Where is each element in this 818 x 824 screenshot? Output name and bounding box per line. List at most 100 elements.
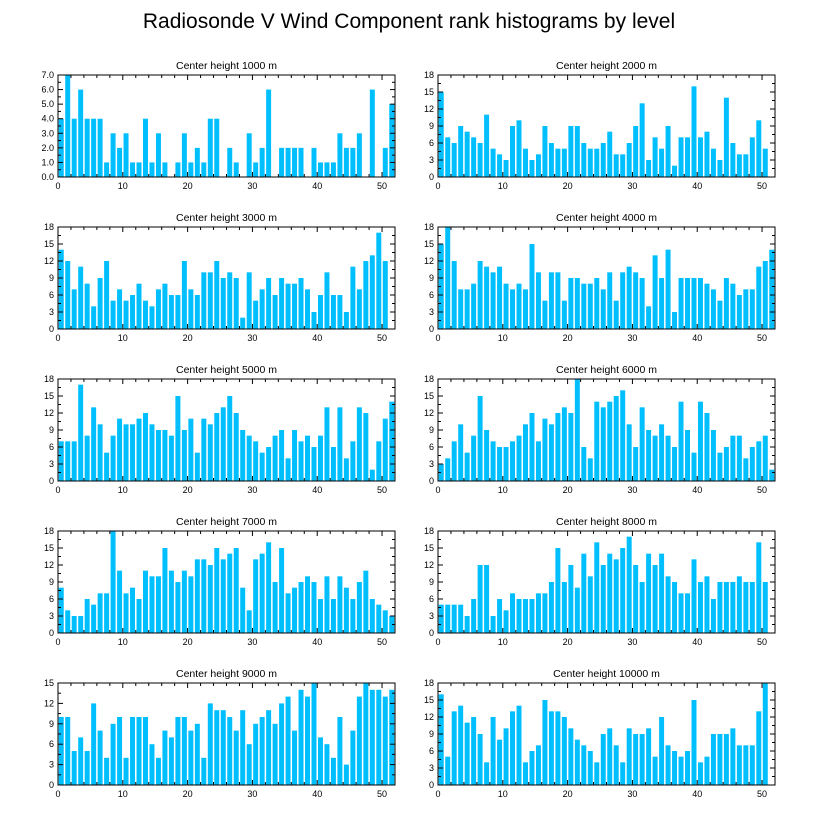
- histogram-bar: [639, 407, 645, 481]
- panel-title: Center height 8000 m: [556, 516, 657, 528]
- histogram-bar: [162, 283, 168, 329]
- histogram-bar: [181, 133, 187, 177]
- histogram-bar: [723, 278, 729, 329]
- histogram-bar: [356, 407, 362, 481]
- histogram-bar: [516, 435, 522, 481]
- histogram-bar: [510, 593, 516, 633]
- histogram-bar: [188, 730, 194, 785]
- histogram-bar: [510, 441, 516, 481]
- x-tick-label: 0: [435, 485, 440, 495]
- histogram-bar: [175, 162, 181, 177]
- histogram-bar: [691, 278, 697, 329]
- histogram-bar: [220, 278, 226, 329]
- histogram-bar: [175, 717, 181, 785]
- histogram-bar: [337, 717, 343, 785]
- histogram-bar: [561, 582, 567, 633]
- y-tick-label: 0: [429, 476, 434, 486]
- histogram-bar: [181, 570, 187, 633]
- histogram-bar: [587, 148, 593, 177]
- histogram-bar: [65, 717, 71, 785]
- histogram-bar: [704, 756, 710, 785]
- y-tick-label: 0: [49, 628, 54, 638]
- histogram-bar: [581, 745, 587, 785]
- x-tick-label: 0: [435, 637, 440, 647]
- x-tick-label: 0: [435, 181, 440, 191]
- histogram-bar: [445, 756, 451, 785]
- histogram-bar: [542, 593, 548, 633]
- histogram-bar: [535, 272, 541, 329]
- y-tick-label: 6: [429, 290, 434, 300]
- histogram-bar: [535, 593, 541, 633]
- histogram-bar: [305, 576, 310, 633]
- histogram-bar: [246, 272, 252, 329]
- histogram-bar: [678, 756, 684, 785]
- histogram-bar: [471, 137, 477, 177]
- histogram-bar: [445, 137, 451, 177]
- histogram-bar: [594, 401, 600, 481]
- histogram-bar: [561, 148, 567, 177]
- histogram-bar: [568, 278, 574, 329]
- histogram-bar: [471, 599, 477, 633]
- y-tick-label: 12: [424, 712, 434, 722]
- x-tick-label: 10: [498, 637, 508, 647]
- histogram-bar: [652, 565, 658, 633]
- panel-title: Center height 1000 m: [176, 60, 277, 72]
- histogram-bar: [555, 272, 561, 329]
- histogram-bar: [672, 582, 678, 633]
- panel-grid: Center height 1000 m0 10 20 30 40 500.01.02.0…: [41, 60, 776, 799]
- histogram-bar: [123, 133, 129, 177]
- histogram-bar: [233, 278, 239, 329]
- histogram-bar: [266, 542, 272, 633]
- histogram-bar: [382, 147, 388, 177]
- histogram-bar: [477, 734, 483, 785]
- histogram-bar: [298, 441, 304, 481]
- histogram-bar: [594, 278, 600, 329]
- x-tick-label: 40: [312, 789, 322, 799]
- histogram-bar: [451, 441, 457, 481]
- histogram-bar: [58, 249, 64, 329]
- histogram-bar: [542, 418, 548, 481]
- histogram-panel: Center height 3000 m 0 10 20 30 40 50 0 3 6 9 12 15 1…: [44, 212, 396, 343]
- y-tick-label: 9: [429, 121, 434, 131]
- histogram-bar: [685, 278, 690, 329]
- x-tick-label: 30: [627, 485, 637, 495]
- histogram-bar: [311, 312, 317, 329]
- histogram-bar: [285, 147, 291, 177]
- x-tick-label: 40: [312, 181, 322, 191]
- histogram-bar: [272, 723, 278, 785]
- histogram-bar: [168, 295, 174, 329]
- histogram-bar: [65, 75, 71, 177]
- histogram-bar: [581, 283, 587, 329]
- histogram-bar: [227, 717, 233, 785]
- histogram-bar: [451, 143, 457, 177]
- histogram-bar: [188, 418, 194, 481]
- histogram-bar: [376, 232, 382, 329]
- panel-title: Center height 5000 m: [176, 364, 277, 376]
- histogram-bar: [149, 424, 155, 481]
- histogram-bar: [58, 587, 64, 633]
- histogram-bar: [201, 559, 207, 633]
- x-tick-label: 20: [183, 485, 193, 495]
- histogram-bar: [717, 452, 723, 481]
- histogram-bar: [253, 300, 259, 329]
- histogram-bar: [317, 162, 323, 177]
- x-tick-label: 20: [563, 789, 573, 799]
- y-tick-label: 3: [429, 459, 434, 469]
- histogram-bar: [84, 283, 90, 329]
- y-tick-label: 9: [429, 729, 434, 739]
- histogram-bar: [117, 570, 123, 633]
- histogram-bar: [484, 114, 490, 177]
- x-tick-label: 40: [692, 181, 702, 191]
- histogram-bar: [672, 447, 678, 481]
- histogram-bar: [155, 430, 161, 481]
- y-tick-label: 6: [429, 442, 434, 452]
- histogram-bar: [646, 306, 652, 329]
- histogram-bar: [607, 728, 613, 785]
- histogram-panel: Center height 9000 m 0 10 20 30 40 50 0 3 6 9 12 15: [44, 668, 396, 799]
- histogram-bar: [343, 312, 349, 329]
- histogram-bar: [756, 711, 762, 785]
- histogram-bar: [561, 717, 567, 785]
- histogram-bar: [723, 97, 729, 177]
- histogram-bar: [458, 424, 464, 481]
- histogram-bar: [697, 278, 703, 329]
